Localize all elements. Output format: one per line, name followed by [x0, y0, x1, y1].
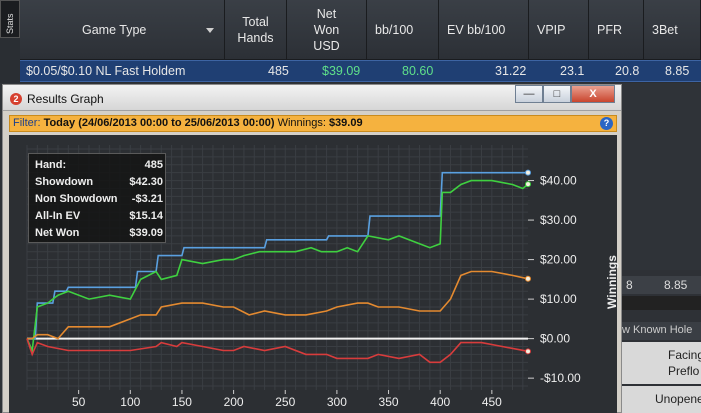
- filter-prefix: Filter:: [13, 117, 41, 129]
- info-row-hands: Hand: 485: [35, 159, 163, 171]
- series-end-marker-2: [525, 275, 531, 282]
- x-tick-label: 350: [379, 395, 399, 409]
- cell-3bet: 8.85: [665, 64, 690, 78]
- x-tick-label: 300: [327, 395, 347, 409]
- x-tick-label: 100: [120, 395, 140, 409]
- filter-range: Today (24/06/2013 00:00 to 25/06/2013 00…: [43, 117, 275, 129]
- help-icon[interactable]: ?: [600, 117, 613, 130]
- background-row: 8 8.85: [622, 276, 701, 294]
- background-column-header: w Known Hole: [622, 322, 701, 340]
- maximize-button[interactable]: □: [543, 85, 571, 103]
- series-end-marker-1: [525, 181, 531, 188]
- header-vpip[interactable]: VPIP: [529, 0, 589, 60]
- info-row-net-won: Net Won $39.09: [35, 227, 163, 239]
- series-line-0: [27, 171, 528, 340]
- chevron-down-icon[interactable]: [206, 28, 214, 33]
- y-tick-label: $10.00: [540, 292, 577, 306]
- winnings-value: $39.09: [328, 117, 363, 129]
- info-row-allin-ev: All-In EV $15.14: [35, 210, 163, 222]
- cell-ev-bb100: 31.22: [495, 64, 527, 78]
- background-cell-facing[interactable]: Facing Preflo: [622, 342, 701, 384]
- series-line-2: [27, 270, 529, 340]
- table-row[interactable]: $0.05/$0.10 NL Fast Holdem 485 $39.09 80…: [20, 60, 701, 82]
- results-chart: $40.00 $30.00 $20.00 $10.00 $0.00 -$10.00 50 10…: [9, 135, 619, 413]
- stats-tab[interactable]: Stats: [0, 0, 20, 38]
- cell-pfr: 20.8: [615, 64, 640, 78]
- y-tick-label: -$10.00: [540, 371, 581, 385]
- x-tick-label: 50: [72, 395, 86, 409]
- cell-net-won: $39.09: [322, 64, 361, 78]
- y-tick-label: $20.00: [540, 253, 577, 267]
- header-pfr[interactable]: PFR: [589, 0, 644, 60]
- app-icon: 2: [10, 93, 22, 105]
- background-scrollbar[interactable]: [622, 296, 701, 310]
- info-row-non-showdown: Non Showdown -$3.21: [35, 193, 163, 205]
- series-end-marker-3: [525, 348, 531, 355]
- series-line-1: [26, 179, 529, 354]
- window-titlebar[interactable]: 2 Results Graph — □ X: [3, 85, 621, 111]
- x-tick-label: 200: [224, 395, 244, 409]
- header-game-type[interactable]: Game Type: [20, 0, 225, 60]
- y-tick-label: $30.00: [540, 213, 577, 227]
- cell-bb100: 80.60: [402, 64, 434, 78]
- y-tick-label: $0.00: [540, 332, 570, 346]
- y-tick-label: $40.00: [540, 174, 577, 188]
- cell-total-hands: 485: [268, 64, 289, 78]
- series-line-3: [26, 338, 529, 364]
- series-end-marker-0: [525, 169, 531, 176]
- winnings-label: Winnings:: [277, 117, 326, 129]
- background-cell-unopened[interactable]: Unopene: [622, 386, 701, 413]
- info-row-showdown: Showdown $42.30: [35, 176, 163, 188]
- x-tick-label: 400: [430, 395, 450, 409]
- header-bb100[interactable]: bb/100: [367, 0, 439, 60]
- cell-game-type: $0.05/$0.10 NL Fast Holdem: [26, 64, 186, 78]
- filter-bar[interactable]: Filter: Today (24/06/2013 00:00 to 25/06…: [9, 115, 617, 132]
- window-title: Results Graph: [27, 92, 104, 106]
- header-ev-bb100[interactable]: EV bb/100: [439, 0, 529, 60]
- minimize-button[interactable]: —: [515, 85, 543, 103]
- x-tick-label: 450: [482, 395, 502, 409]
- y-axis-label: Winnings: [604, 255, 619, 309]
- x-tick-label: 250: [275, 395, 295, 409]
- header-total-hands[interactable]: Total Hands: [225, 0, 287, 60]
- header-3bet[interactable]: 3Bet: [644, 0, 701, 60]
- x-tick-label: 150: [172, 395, 192, 409]
- header-net-won-usd[interactable]: Net Won USD: [287, 0, 367, 60]
- cell-vpip: 23.1: [560, 64, 585, 78]
- results-graph-window[interactable]: 2 Results Graph — □ X Filter: Today (24/…: [2, 84, 622, 413]
- summary-box: Hand: 485 Showdown $42.30 Non Showdown -$3.…: [28, 153, 166, 243]
- close-button[interactable]: X: [571, 85, 615, 103]
